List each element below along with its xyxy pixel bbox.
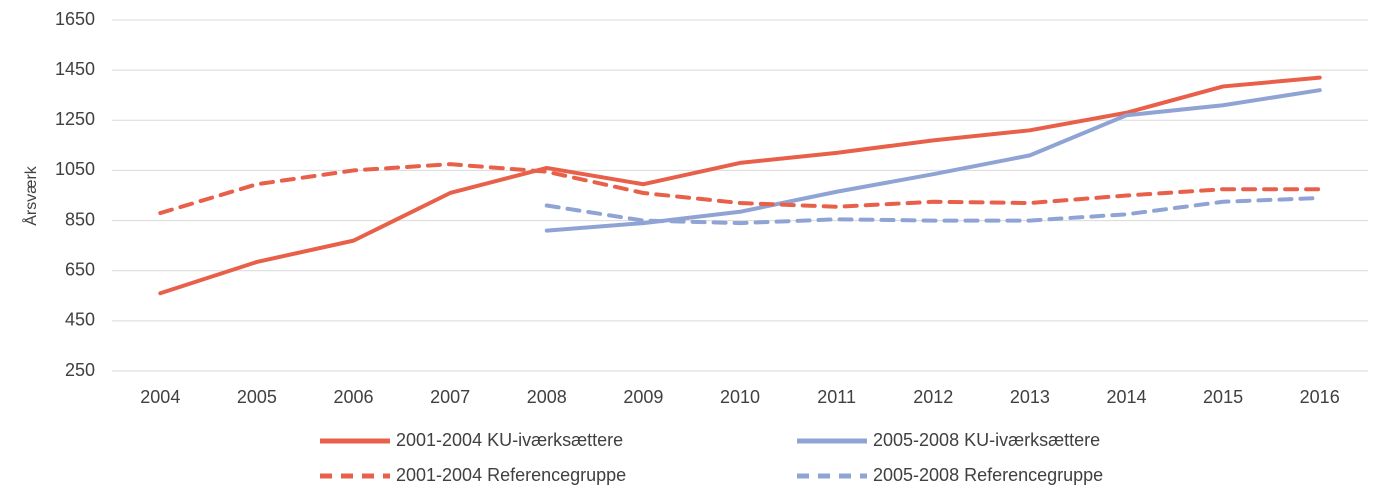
- x-tick-label: 2012: [913, 387, 953, 407]
- y-tick-label: 1650: [55, 9, 95, 29]
- series-line: [544, 88, 1322, 233]
- y-tick-label: 1250: [55, 109, 95, 129]
- legend-label: 2001-2004 KU-iværksættere: [396, 430, 623, 450]
- y-tick-label: 850: [65, 209, 95, 229]
- legend-label: 2005-2008 Referencegruppe: [873, 465, 1103, 485]
- x-tick-label: 2013: [1010, 387, 1050, 407]
- y-tick-label: 1450: [55, 59, 95, 79]
- x-tick-label: 2005: [237, 387, 277, 407]
- legend-label: 2001-2004 Referencegruppe: [396, 465, 626, 485]
- series-line: [544, 196, 1322, 226]
- y-tick-label: 1050: [55, 159, 95, 179]
- y-tick-label: 450: [65, 310, 95, 330]
- series-line: [158, 162, 1322, 216]
- series-line: [158, 75, 1322, 296]
- legend-label: 2005-2008 KU-iværksættere: [873, 430, 1100, 450]
- x-tick-label: 2006: [334, 387, 374, 407]
- y-axis-label: Årsværk: [21, 165, 40, 226]
- y-tick-label: 250: [65, 360, 95, 380]
- y-tick-label: 650: [65, 259, 95, 279]
- x-tick-label: 2007: [430, 387, 470, 407]
- x-tick-label: 2010: [720, 387, 760, 407]
- x-tick-label: 2009: [623, 387, 663, 407]
- x-tick-label: 2015: [1203, 387, 1243, 407]
- x-tick-label: 2014: [1106, 387, 1146, 407]
- x-tick-label: 2016: [1300, 387, 1340, 407]
- x-tick-label: 2011: [817, 387, 856, 407]
- x-tick-label: 2004: [140, 387, 180, 407]
- x-tick-label: 2008: [527, 387, 567, 407]
